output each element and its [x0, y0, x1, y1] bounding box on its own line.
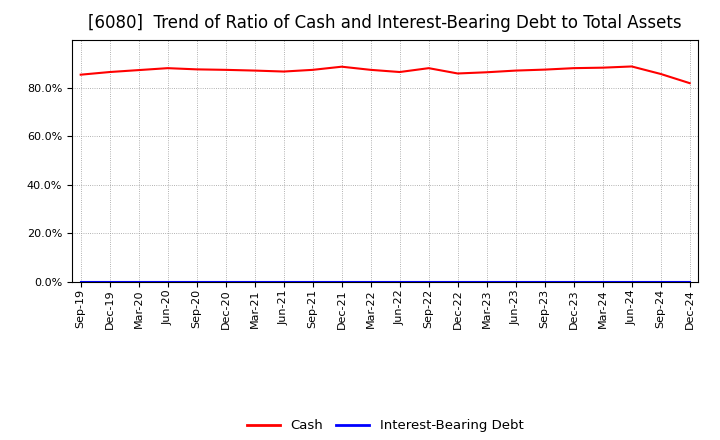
Interest-Bearing Debt [251, 279, 259, 284]
Cash [570, 66, 578, 71]
Cash [251, 68, 259, 73]
Title: [6080]  Trend of Ratio of Cash and Interest-Bearing Debt to Total Assets: [6080] Trend of Ratio of Cash and Intere… [89, 15, 682, 33]
Cash [424, 66, 433, 71]
Interest-Bearing Debt [135, 279, 143, 284]
Interest-Bearing Debt [482, 279, 491, 284]
Interest-Bearing Debt [424, 279, 433, 284]
Legend: Cash, Interest-Bearing Debt: Cash, Interest-Bearing Debt [241, 414, 529, 438]
Cash [685, 81, 694, 86]
Interest-Bearing Debt [279, 279, 288, 284]
Interest-Bearing Debt [598, 279, 607, 284]
Interest-Bearing Debt [511, 279, 520, 284]
Cash [105, 70, 114, 75]
Cash [135, 67, 143, 73]
Interest-Bearing Debt [221, 279, 230, 284]
Cash [163, 66, 172, 71]
Interest-Bearing Debt [541, 279, 549, 284]
Line: Cash: Cash [81, 66, 690, 83]
Interest-Bearing Debt [685, 279, 694, 284]
Cash [657, 71, 665, 77]
Cash [308, 67, 317, 73]
Interest-Bearing Debt [366, 279, 375, 284]
Cash [76, 72, 85, 77]
Interest-Bearing Debt [454, 279, 462, 284]
Interest-Bearing Debt [163, 279, 172, 284]
Cash [279, 69, 288, 74]
Interest-Bearing Debt [308, 279, 317, 284]
Cash [482, 70, 491, 75]
Interest-Bearing Debt [76, 279, 85, 284]
Cash [338, 64, 346, 70]
Interest-Bearing Debt [570, 279, 578, 284]
Cash [395, 70, 404, 75]
Interest-Bearing Debt [105, 279, 114, 284]
Interest-Bearing Debt [395, 279, 404, 284]
Cash [221, 67, 230, 73]
Interest-Bearing Debt [338, 279, 346, 284]
Interest-Bearing Debt [657, 279, 665, 284]
Cash [541, 67, 549, 72]
Cash [598, 65, 607, 70]
Cash [366, 67, 375, 73]
Cash [454, 71, 462, 76]
Cash [192, 67, 201, 72]
Cash [511, 68, 520, 73]
Cash [627, 64, 636, 69]
Interest-Bearing Debt [192, 279, 201, 284]
Interest-Bearing Debt [627, 279, 636, 284]
